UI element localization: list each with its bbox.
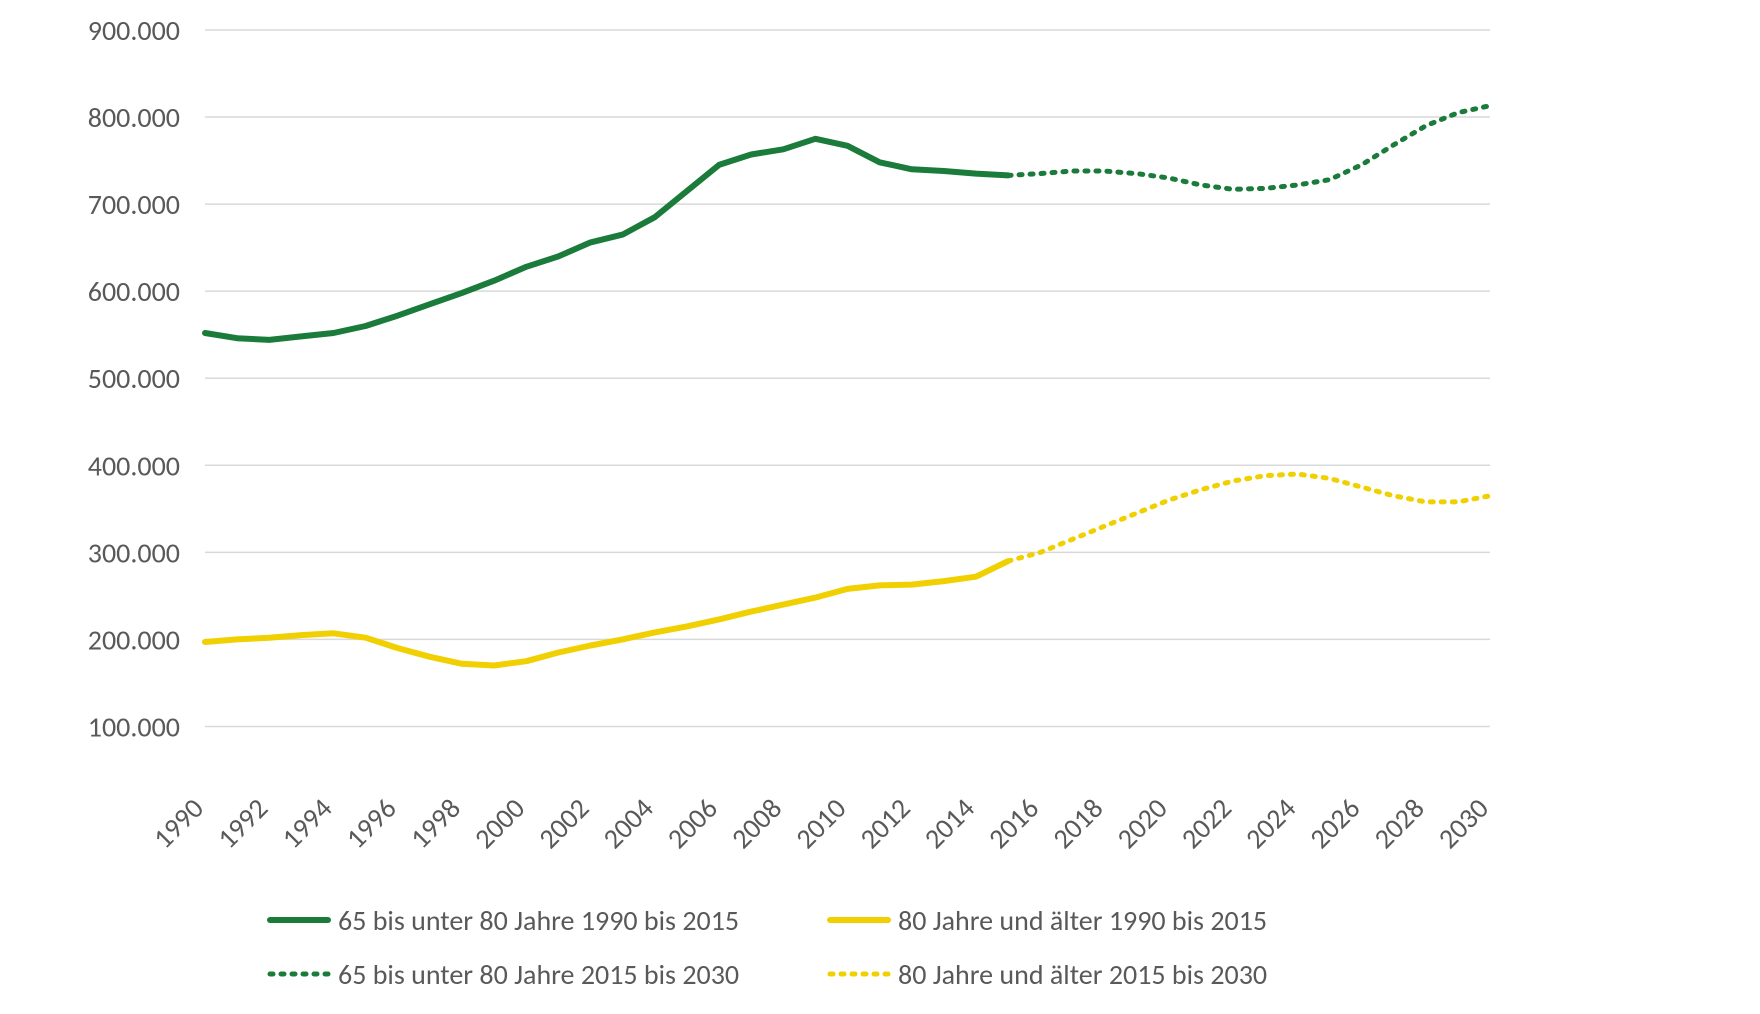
population-age-chart: 100.000 200.000 300.000 400.000 500.000 600.0… — [0, 0, 1760, 1014]
chart-background — [0, 0, 1760, 1014]
y-axis-tick-label: 200.000 — [88, 622, 180, 657]
y-axis-tick-label: 300.000 — [88, 535, 180, 570]
y-axis-tick-label: 900.000 — [88, 13, 180, 48]
y-axis-tick-label: 500.000 — [88, 361, 180, 396]
y-axis-tick-label: 100.000 — [88, 709, 180, 744]
legend-label: 80 Jahre und älter 1990 bis 2015 — [898, 903, 1267, 938]
y-axis-tick-label: 700.000 — [88, 187, 180, 222]
legend-item: 65 bis unter 80 Jahre 2015 bis 2030 — [270, 957, 739, 992]
y-axis-tick-label: 600.000 — [88, 274, 180, 309]
y-axis-tick-label: 800.000 — [88, 100, 180, 135]
chart-svg: 100.000 200.000 300.000 400.000 500.000 600.0… — [0, 0, 1760, 1014]
legend-item: 65 bis unter 80 Jahre 1990 bis 2015 — [270, 903, 739, 938]
y-axis-tick-label: 400.000 — [88, 448, 180, 483]
legend-label: 80 Jahre und älter 2015 bis 2030 — [898, 957, 1267, 992]
legend-label: 65 bis unter 80 Jahre 1990 bis 2015 — [338, 903, 739, 938]
legend-label: 65 bis unter 80 Jahre 2015 bis 2030 — [338, 957, 739, 992]
